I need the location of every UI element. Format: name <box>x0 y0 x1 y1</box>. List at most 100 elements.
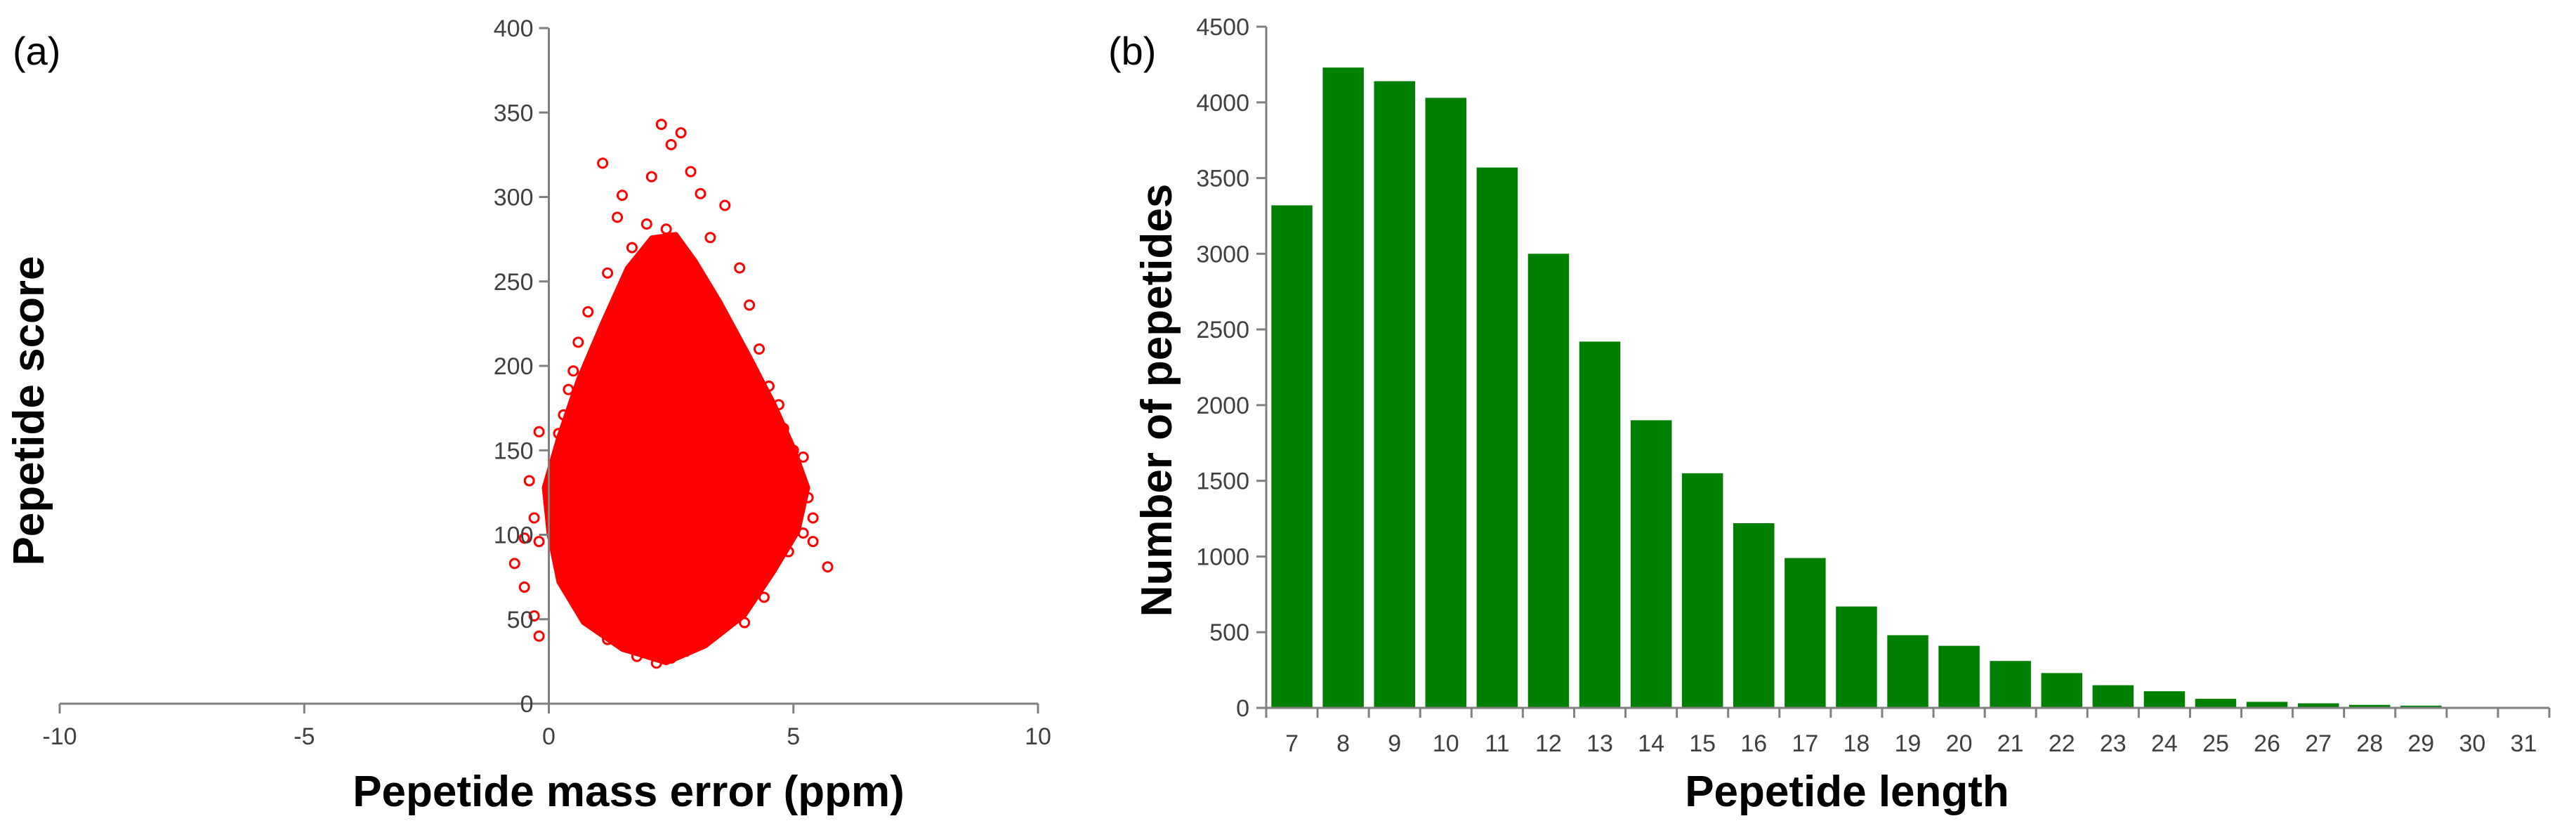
scatter-point <box>822 561 834 573</box>
bar <box>1938 645 1980 708</box>
y-axis-ticks: 0 500 1000 1500 2000 2500 3000 3500 4000 4500 <box>1196 14 1266 722</box>
scatter-point <box>558 409 570 421</box>
scatter-point <box>675 127 687 139</box>
scatter-point <box>753 343 765 355</box>
y-axis-ticks: 0 50 100 150 200 250 300 350 400 <box>494 15 549 718</box>
bar <box>1579 341 1621 708</box>
bar <box>1374 81 1415 709</box>
scatter-point <box>597 157 609 169</box>
scatter-point <box>797 451 809 463</box>
x-tick-label: 19 <box>1895 730 1921 757</box>
scatter-point <box>567 365 579 377</box>
scatter-point <box>734 262 746 274</box>
y-axis-title: Pepetide score <box>5 256 53 565</box>
scatter-density-cloud <box>541 232 810 666</box>
x-tick-label: 13 <box>1586 730 1613 757</box>
x-tick-label: 20 <box>1946 730 1973 757</box>
scatter-point <box>758 591 770 603</box>
scatter-point <box>802 492 814 504</box>
bar <box>1630 420 1672 708</box>
y-tick-label: 1500 <box>1196 468 1249 495</box>
x-axis-ticks: 7 8 9 10 11 12 13 14 15 16 17 18 19 20 21 22 23 24 25 26 27 2… <box>1265 708 2551 757</box>
scatter-point <box>777 422 789 434</box>
x-tick-label: 17 <box>1792 730 1818 757</box>
scatter-point <box>518 532 530 544</box>
x-tick-label: 24 <box>2151 730 2178 757</box>
scatter-point <box>533 426 545 438</box>
scatter-point <box>616 190 628 202</box>
scatter-point <box>518 581 530 593</box>
y-tick-label: 350 <box>494 100 534 126</box>
bar <box>2246 702 2288 708</box>
scatter-point <box>558 574 570 586</box>
x-tick-label: 28 <box>2356 730 2383 757</box>
y-tick-label: 2500 <box>1196 317 1249 343</box>
scatter-point <box>655 119 667 131</box>
scatter-point <box>704 232 716 244</box>
x-tick-label: 9 <box>1388 730 1401 757</box>
scatter-point <box>680 645 692 657</box>
scatter-point <box>807 512 819 524</box>
scatter-point <box>744 299 756 311</box>
bar <box>1990 661 2031 708</box>
bar <box>1271 205 1313 708</box>
scatter-point <box>719 199 731 211</box>
scatter-point <box>763 380 775 392</box>
y-tick-label: 100 <box>494 522 534 549</box>
x-tick-label: 8 <box>1336 730 1350 757</box>
y-tick-label: 0 <box>520 691 534 718</box>
y-tick-label: 400 <box>494 15 534 42</box>
x-tick-label: 10 <box>1025 723 1051 750</box>
scatter-point <box>709 625 721 637</box>
scatter-point <box>695 188 707 199</box>
scatter-point <box>533 536 545 548</box>
scatter-point <box>792 475 804 487</box>
x-axis-ticks: -10 -5 0 5 10 <box>42 704 1051 750</box>
x-tick-label: 26 <box>2254 730 2280 757</box>
bar <box>2349 704 2391 708</box>
bar <box>1476 167 1518 708</box>
y-axis-title: Number of pepetides <box>1133 184 1181 617</box>
panel-a-label: (a) <box>13 29 60 73</box>
bar <box>1785 558 1826 708</box>
scatter-panel: (a) -10 -5 0 5 10 0 50 100 150 200 250 300 350 400 P… <box>5 15 1051 816</box>
scatter-point <box>665 652 677 664</box>
x-tick-label: 0 <box>542 723 556 750</box>
y-tick-label: 2000 <box>1196 393 1249 419</box>
scatter-point <box>508 558 520 570</box>
x-tick-label: 23 <box>2100 730 2127 757</box>
y-tick-label: 0 <box>1236 695 1249 722</box>
bars <box>1271 67 2544 709</box>
scatter-point <box>602 267 614 279</box>
x-tick-label: 7 <box>1285 730 1299 757</box>
x-tick-label: 18 <box>1844 730 1870 757</box>
scatter-point <box>782 546 794 558</box>
bar <box>1836 606 1877 708</box>
scatter-point <box>631 650 643 662</box>
x-axis-title: Pepetide mass error (ppm) <box>353 768 905 816</box>
scatter-point <box>645 171 657 183</box>
x-tick-label: 5 <box>787 723 800 750</box>
y-tick-label: 250 <box>494 269 534 296</box>
x-tick-label: 29 <box>2407 730 2434 757</box>
x-tick-label: 14 <box>1638 730 1664 757</box>
scatter-point <box>582 306 594 318</box>
x-tick-label: 31 <box>2511 730 2537 757</box>
bar <box>1425 98 1466 709</box>
y-tick-label: 150 <box>494 438 534 464</box>
scatter-point <box>626 242 638 254</box>
bar <box>2195 699 2237 708</box>
bar <box>1322 67 1364 708</box>
scatter-point <box>797 527 809 539</box>
x-tick-label: 15 <box>1689 730 1716 757</box>
y-tick-label: 4000 <box>1196 90 1249 117</box>
x-tick-label: -10 <box>42 723 77 750</box>
scatter-point <box>787 445 799 456</box>
scatter-point <box>523 475 535 487</box>
scatter-point <box>685 166 697 178</box>
y-tick-label: 200 <box>494 353 534 380</box>
scatter-point <box>665 138 677 150</box>
panel-b-label: (b) <box>1108 29 1156 73</box>
bar <box>2297 703 2339 708</box>
bar <box>1887 635 1928 708</box>
